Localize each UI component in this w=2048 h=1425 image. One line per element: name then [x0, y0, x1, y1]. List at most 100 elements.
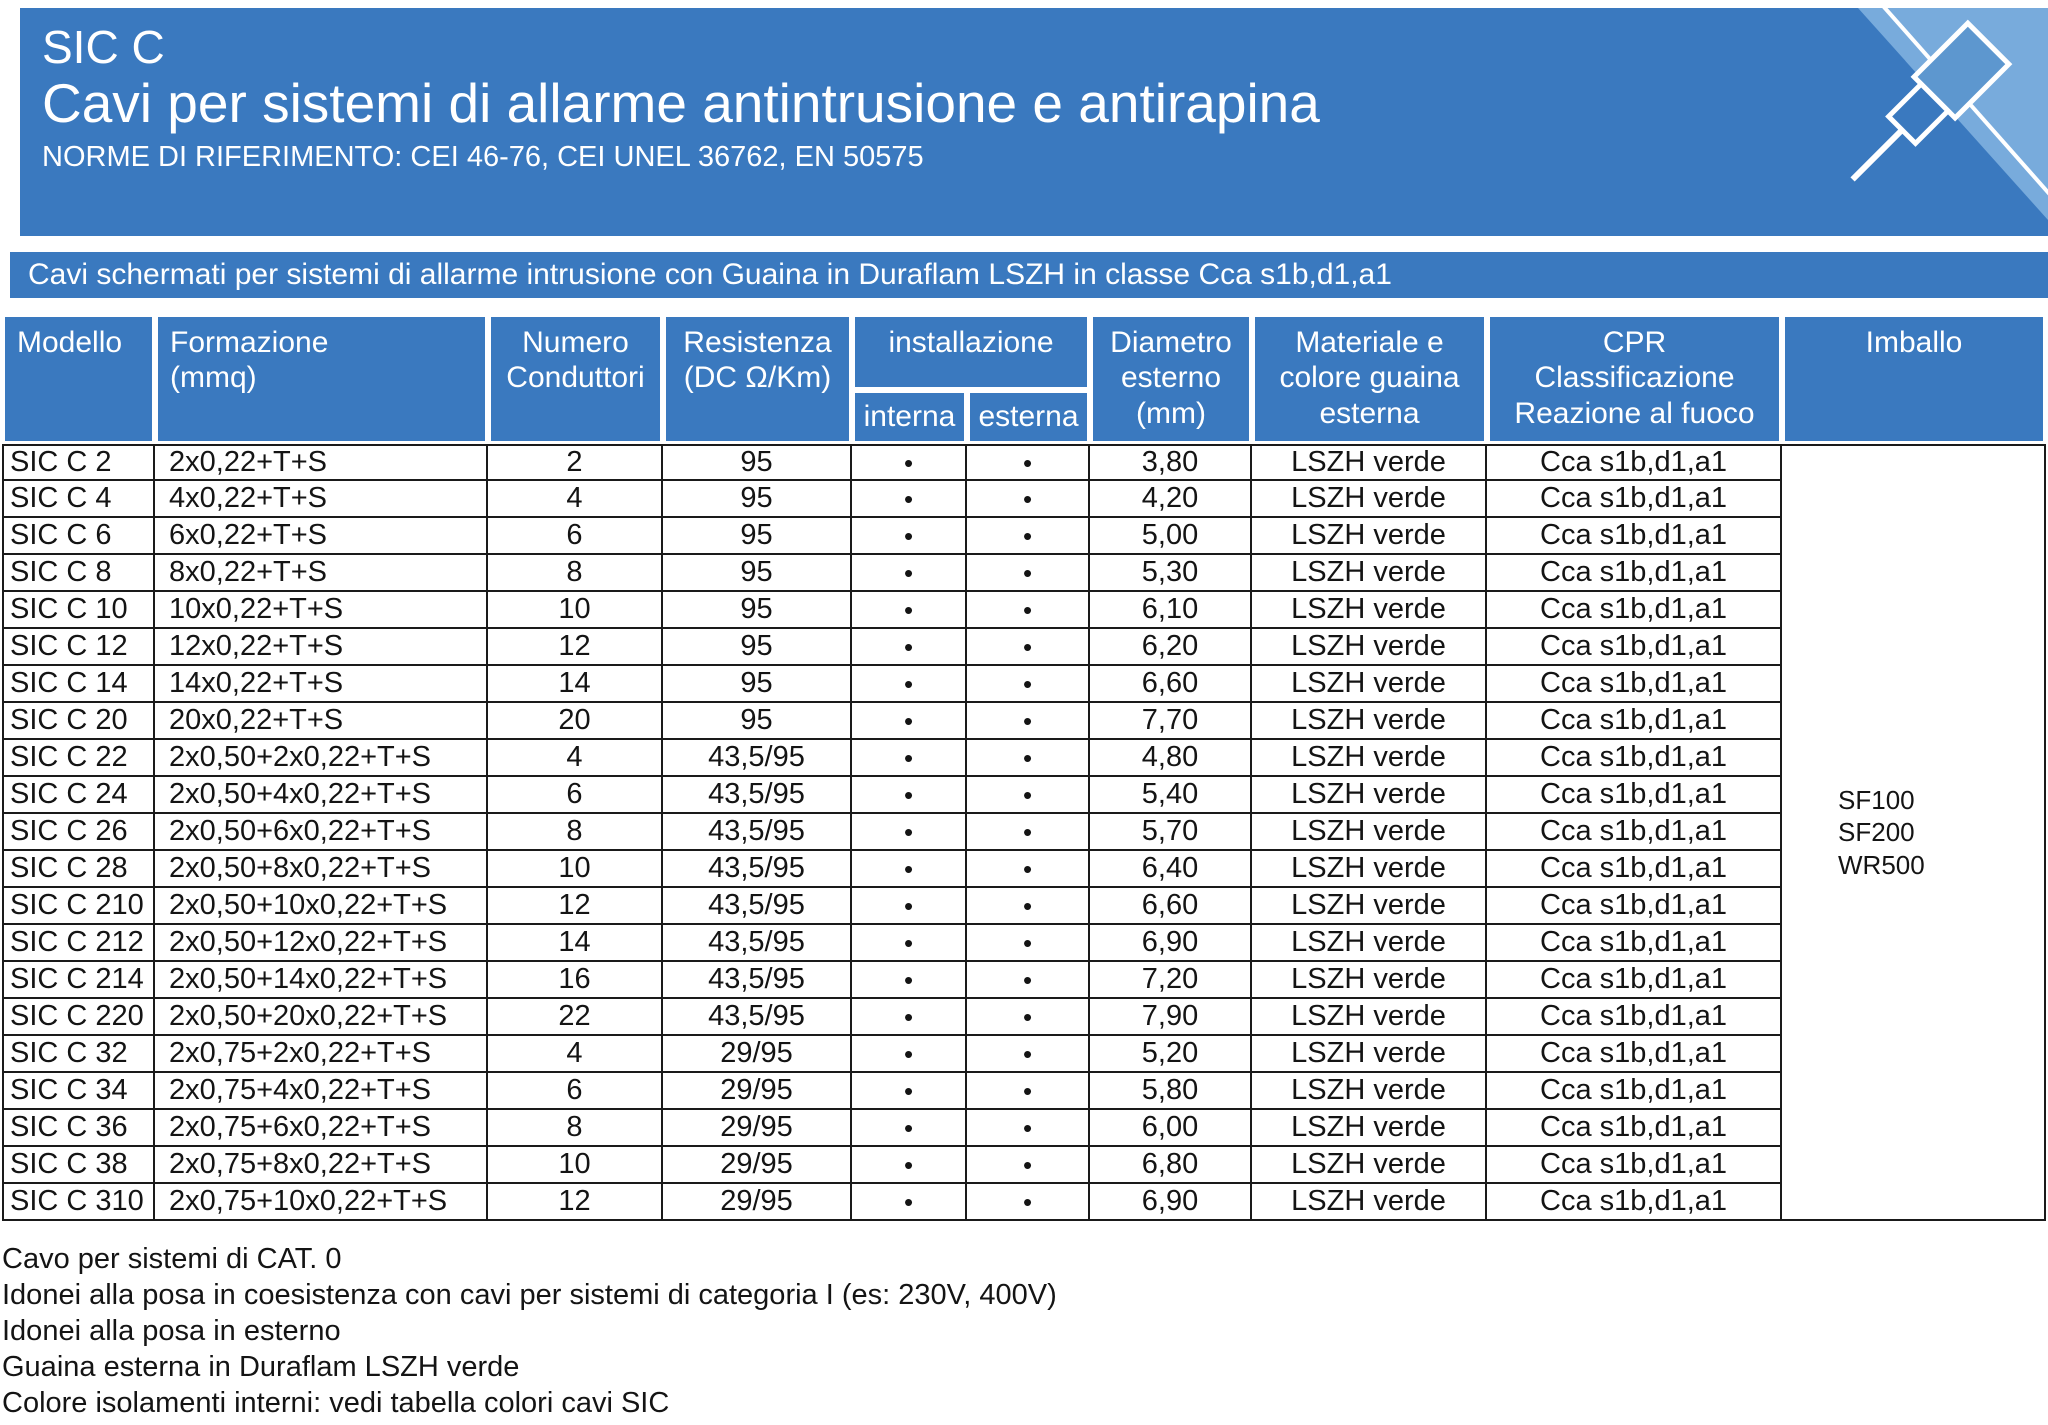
cell-esterna: •	[967, 629, 1091, 666]
cell-formazione: 2x0,50+12x0,22+T+S	[155, 925, 488, 962]
cell-numero: 6	[488, 777, 663, 814]
cell-resistenza: 95	[663, 518, 852, 555]
cell-interna: •	[852, 1147, 967, 1184]
cell-resistenza: 95	[663, 555, 852, 592]
cell-resistenza: 43,5/95	[663, 999, 852, 1036]
cell-diametro: 5,00	[1090, 518, 1253, 555]
cell-numero: 2	[488, 444, 663, 481]
cell-numero: 6	[488, 518, 663, 555]
footnote: Colore isolamenti interni: vedi tabella …	[2, 1386, 670, 1419]
cell-resistenza: 29/95	[663, 1110, 852, 1147]
cell-interna: •	[852, 999, 967, 1036]
cell-modello: SIC C 212	[2, 925, 155, 962]
subtitle-band-text: Cavi schermati per sistemi di allarme in…	[28, 258, 1392, 291]
cell-esterna: •	[967, 814, 1091, 851]
cell-modello: SIC C 14	[2, 666, 155, 703]
cell-cpr: Cca s1b,d1,a1	[1487, 777, 1783, 814]
cell-numero: 6	[488, 1073, 663, 1110]
cell-resistenza: 43,5/95	[663, 962, 852, 999]
cell-interna: •	[852, 888, 967, 925]
cell-modello: SIC C 38	[2, 1147, 155, 1184]
cell-diametro: 6,10	[1090, 592, 1253, 629]
table-row: SIC C 36 2x0,75+6x0,22+T+S 8 29/95 • • 6,00 LSZ…	[2, 1110, 2046, 1147]
table-row: SIC C 34 2x0,75+4x0,22+T+S 6 29/95 • • 5,80 LSZ…	[2, 1073, 2046, 1110]
column-header-numero: Numero Conduttori	[488, 314, 663, 444]
cell-materiale: LSZH verde	[1252, 851, 1488, 888]
cell-resistenza: 29/95	[663, 1184, 852, 1221]
cell-interna: •	[852, 1036, 967, 1073]
table-row: SIC C 24 2x0,50+4x0,22+T+S 6 43,5/95 • • 5,40 L…	[2, 777, 2046, 814]
cell-modello: SIC C 310	[2, 1184, 155, 1221]
column-header-diametro: Diametro esterno (mm)	[1090, 314, 1253, 444]
cell-materiale: LSZH verde	[1252, 1147, 1488, 1184]
cell-interna: •	[852, 592, 967, 629]
cell-materiale: LSZH verde	[1252, 962, 1488, 999]
cell-esterna: •	[967, 444, 1091, 481]
cell-numero: 12	[488, 888, 663, 925]
cell-diametro: 5,40	[1090, 777, 1253, 814]
reference-norms: NORME DI RIFERIMENTO: CEI 46-76, CEI UNE…	[42, 140, 924, 173]
cell-esterna: •	[967, 1147, 1091, 1184]
cell-numero: 10	[488, 592, 663, 629]
cell-formazione: 2x0,50+10x0,22+T+S	[155, 888, 488, 925]
cell-modello: SIC C 32	[2, 1036, 155, 1073]
cell-cpr: Cca s1b,d1,a1	[1487, 740, 1783, 777]
cell-cpr: Cca s1b,d1,a1	[1487, 481, 1783, 518]
cell-cpr: Cca s1b,d1,a1	[1487, 1073, 1783, 1110]
spec-table-body: SIC C 2 2x0,22+T+S 2 95 • • 3,80 LSZH verde Cca …	[2, 444, 2047, 1221]
cell-resistenza: 95	[663, 444, 852, 481]
hero-header: SIC C Cavi per sistemi di allarme antint…	[20, 0, 2048, 236]
cell-diametro: 4,80	[1090, 740, 1253, 777]
cell-formazione: 2x0,50+2x0,22+T+S	[155, 740, 488, 777]
cell-diametro: 3,80	[1090, 444, 1253, 481]
table-row: SIC C 6 6x0,22+T+S 6 95 • • 5,00 LSZH verde Cca …	[2, 518, 2046, 555]
cell-cpr: Cca s1b,d1,a1	[1487, 962, 1783, 999]
page-title: Cavi per sistemi di allarme antintrusion…	[42, 71, 1320, 134]
cell-materiale: LSZH verde	[1252, 703, 1488, 740]
cell-numero: 16	[488, 962, 663, 999]
cell-numero: 12	[488, 629, 663, 666]
table-row: SIC C 20 20x0,22+T+S 20 95 • • 7,70 LSZH verde C…	[2, 703, 2046, 740]
table-row: SIC C 2 2x0,22+T+S 2 95 • • 3,80 LSZH verde Cca …	[2, 444, 2047, 1221]
cell-modello: SIC C 214	[2, 962, 155, 999]
cell-esterna: •	[967, 1110, 1091, 1147]
cell-formazione: 20x0,22+T+S	[155, 703, 488, 740]
cell-cpr: Cca s1b,d1,a1	[1487, 814, 1783, 851]
table-row: SIC C 32 2x0,75+2x0,22+T+S 4 29/95 • • 5,20 LSZ…	[2, 1036, 2046, 1073]
cell-resistenza: 95	[663, 703, 852, 740]
cell-esterna: •	[967, 1184, 1091, 1221]
cell-interna: •	[852, 629, 967, 666]
cell-numero: 4	[488, 481, 663, 518]
cell-formazione: 4x0,22+T+S	[155, 481, 488, 518]
cell-diametro: 4,20	[1090, 481, 1253, 518]
cell-esterna: •	[967, 888, 1091, 925]
cell-interna: •	[852, 925, 967, 962]
cell-numero: 4	[488, 1036, 663, 1073]
cell-modello: SIC C 8	[2, 555, 155, 592]
cell-esterna: •	[967, 777, 1091, 814]
cell-cpr: Cca s1b,d1,a1	[1487, 666, 1783, 703]
hero-text: SIC C Cavi per sistemi di allarme antint…	[20, 8, 2048, 174]
cell-numero: 14	[488, 666, 663, 703]
table-row: SIC C 26 2x0,50+6x0,22+T+S 8 43,5/95 • • 5,70 L…	[2, 814, 2046, 851]
cell-materiale: LSZH verde	[1252, 555, 1488, 592]
cell-modello: SIC C 2	[2, 444, 155, 481]
table-row: SIC C 22 2x0,50+2x0,22+T+S 4 43,5/95 • • 4,80 L…	[2, 740, 2046, 777]
cell-diametro: 6,20	[1090, 629, 1253, 666]
cell-modello: SIC C 24	[2, 777, 155, 814]
cell-cpr: Cca s1b,d1,a1	[1487, 925, 1783, 962]
column-header-interna: interna	[852, 390, 967, 444]
cell-cpr: Cca s1b,d1,a1	[1487, 444, 1783, 481]
column-header-modello: Modello	[2, 314, 155, 444]
cell-diametro: 6,40	[1090, 851, 1253, 888]
cell-resistenza: 43,5/95	[663, 814, 852, 851]
cell-modello: SIC C 20	[2, 703, 155, 740]
cell-interna: •	[852, 666, 967, 703]
cell-cpr: Cca s1b,d1,a1	[1487, 999, 1783, 1036]
cell-materiale: LSZH verde	[1252, 444, 1488, 481]
cell-formazione: 2x0,50+14x0,22+T+S	[155, 962, 488, 999]
cell-resistenza: 43,5/95	[663, 925, 852, 962]
cell-formazione: 2x0,75+2x0,22+T+S	[155, 1036, 488, 1073]
cell-cpr: Cca s1b,d1,a1	[1487, 555, 1783, 592]
table-row: SIC C 12 12x0,22+T+S 12 95 • • 6,20 LSZH verde C…	[2, 629, 2046, 666]
